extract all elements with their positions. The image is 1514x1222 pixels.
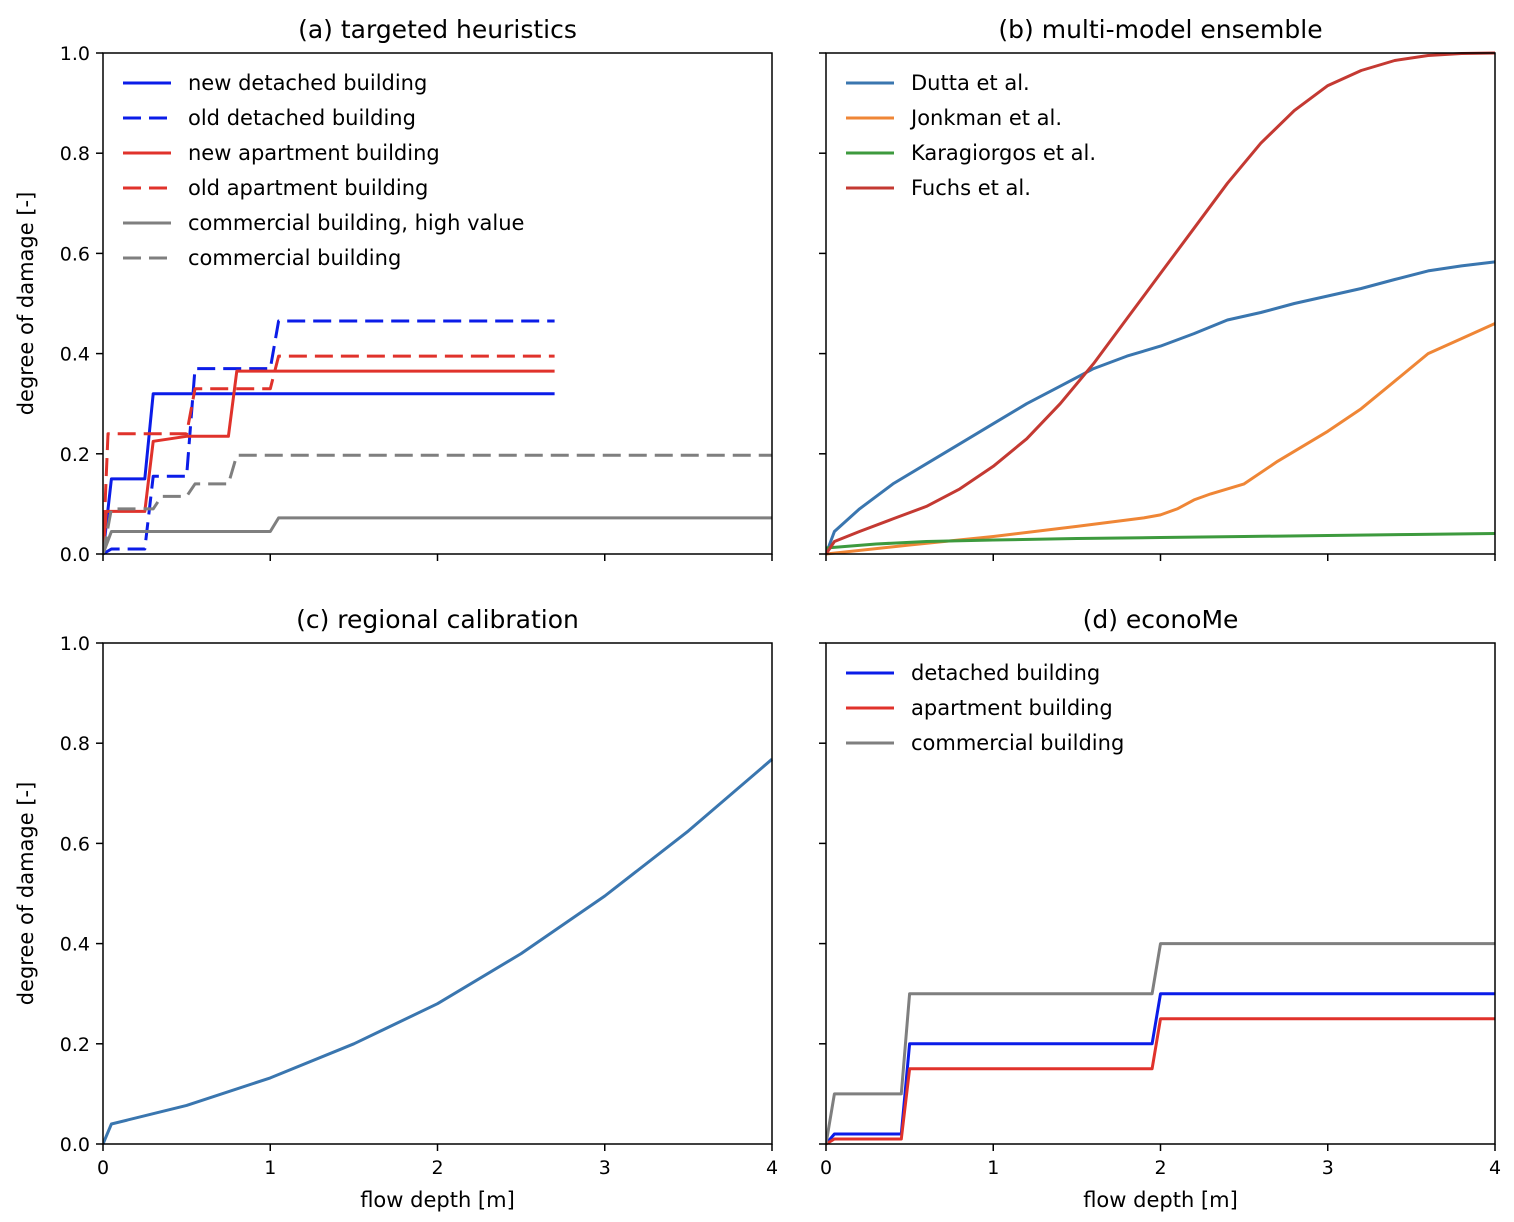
panel-a: (a) targeted heuristics 0.0 0.2 0.4 0.6 0.8 1.… [14,15,773,566]
y-tick-label: 1.0 [60,633,90,655]
series-line [103,354,555,555]
axes-frame [102,642,773,1145]
series-line [103,758,773,1145]
y-axis-label: degree of damage [-] [14,192,38,416]
y-tick-label: 0.2 [60,1034,90,1056]
panel-title: (d) econoMe [1083,605,1239,634]
legend-label: new detached building [188,71,427,95]
legend-label: Fuchs et al. [911,176,1031,200]
x-tick-label: 4 [766,1157,778,1179]
legend-label: Karagiorgos et al. [911,141,1096,165]
x-tick-label: 0 [97,1157,109,1179]
x-tick-label: 3 [1322,1157,1334,1179]
x-tick-label: 0 [820,1157,832,1179]
series-line [826,992,1495,1145]
legend-label: commercial building [911,731,1124,755]
y-tick-label: 0.0 [60,544,90,566]
legend-label: Dutta et al. [911,71,1030,95]
y-tick-label: 0.4 [60,344,90,366]
panel-d: (d) econoMe 0 1 2 3 4 flow depth [m] detached b… [819,605,1501,1212]
y-tick-label: 0.8 [60,143,90,165]
legend: detached building apartment building comme… [846,661,1124,755]
y-tick-label: 0.6 [60,243,90,265]
legend-label: old detached building [188,106,416,130]
panel-b: (b) multi-model ensemble Dutta et al. Jonk… [819,15,1496,561]
x-tick-label: 3 [599,1157,611,1179]
y-tick-label: 0.6 [60,833,90,855]
legend-label: detached building [911,661,1100,685]
legend-label: commercial building [188,246,401,270]
legend: Dutta et al. Jonkman et al. Karagiorgos et… [846,71,1096,200]
legend-label: apartment building [911,696,1113,720]
legend: new detached building old detached buildi… [123,71,524,270]
legend-label: Jonkman et al. [909,106,1062,130]
x-tick-label: 2 [1154,1157,1166,1179]
series-line [826,1017,1495,1146]
legend-label: commercial building, high value [188,211,524,235]
y-tick-label: 0.2 [60,444,90,466]
series-line [103,319,555,556]
x-tick-label: 1 [264,1157,276,1179]
panel-c: (c) regional calibration 0 1 2 3 4 0.0 0.2 0.4 0.… [14,605,778,1212]
legend-label: new apartment building [188,141,440,165]
x-tick-label: 2 [431,1157,443,1179]
y-tick-label: 1.0 [60,43,90,65]
y-tick-label: 0.8 [60,733,90,755]
series-line [103,516,772,555]
y-axis-label: degree of damage [-] [14,782,38,1006]
series-line [103,392,555,555]
series-line [826,532,1496,550]
series-line [826,260,1496,555]
legend-label: old apartment building [188,176,428,200]
panel-title: (b) multi-model ensemble [998,15,1322,44]
y-tick-label: 0.0 [60,1134,90,1156]
x-axis-label: flow depth [m] [1083,1188,1238,1212]
series-line [826,942,1495,1145]
panel-title: (a) targeted heuristics [298,15,577,44]
series-line [826,51,1496,555]
x-tick-label: 1 [987,1157,999,1179]
y-tick-label: 0.4 [60,934,90,956]
series-line [826,322,1496,556]
panel-title: (c) regional calibration [296,605,579,634]
series-line [103,453,772,555]
x-tick-label: 4 [1489,1157,1501,1179]
series-line [103,369,555,555]
x-axis-label: flow depth [m] [360,1188,515,1212]
